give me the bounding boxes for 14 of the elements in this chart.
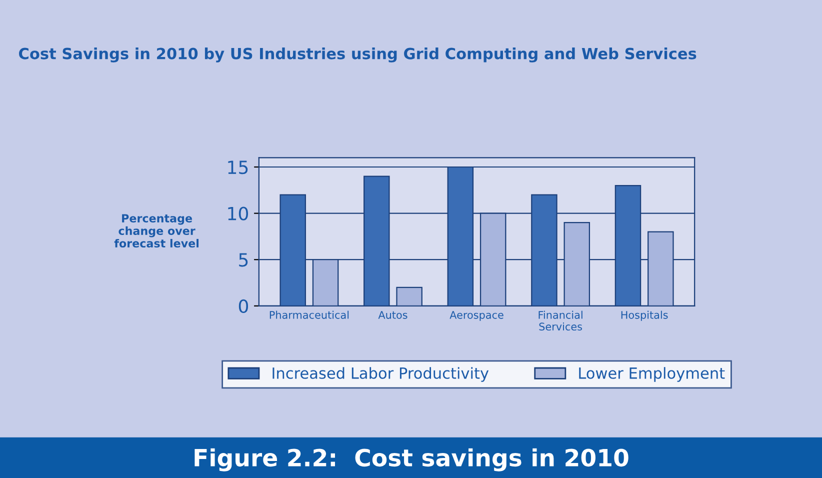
legend-label: Increased Labor Productivity [272,367,489,382]
caption: Figure 2.2: Cost savings in 2010 [194,448,628,472]
x-tick-label: Pharmaceutical [270,310,349,319]
x-tick-label: Financial Services [538,310,582,331]
y-axis-title: Percentage change over forecast level [114,214,198,248]
y-tick-label: 0 [238,299,248,314]
y-tick-label: 5 [239,253,248,267]
legend-label: Lower Employment [579,367,725,382]
x-tick-label: Hospitals [621,310,668,321]
x-tick-label: Aerospace [450,311,504,321]
chart-title: Cost Savings in 2010 by US Industries using Grid Computing and Web Services [19,48,696,62]
y-tick-label: 10 [228,206,248,220]
x-tick-label: Autos [378,311,408,319]
y-tick-label: 15 [228,160,248,174]
